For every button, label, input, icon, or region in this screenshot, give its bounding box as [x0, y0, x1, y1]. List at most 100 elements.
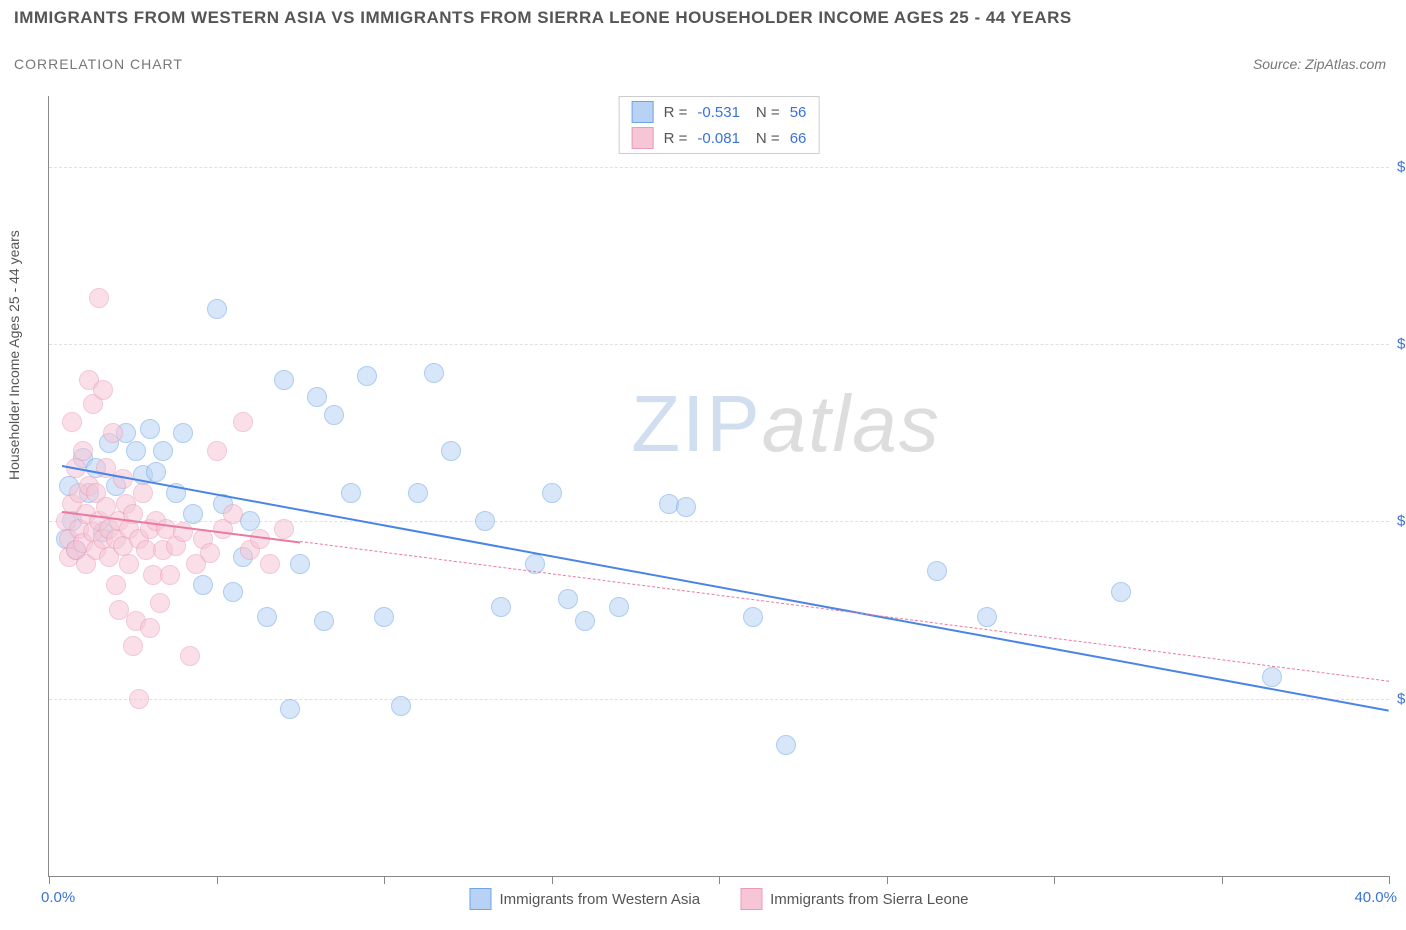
legend-r-value-1: -0.081 [697, 130, 740, 147]
data-point [280, 699, 300, 719]
source-attribution: Source: ZipAtlas.com [1253, 56, 1386, 72]
x-tick [1389, 876, 1390, 884]
legend-item-1: Immigrants from Sierra Leone [740, 888, 968, 910]
data-point [160, 565, 180, 585]
data-point [408, 483, 428, 503]
data-point [475, 511, 495, 531]
data-point [193, 575, 213, 595]
data-point [146, 462, 166, 482]
correlation-legend: R = -0.531 N = 56 R = -0.081 N = 66 [619, 96, 820, 154]
data-point [207, 441, 227, 461]
data-point [119, 554, 139, 574]
legend-series-name-1: Immigrants from Sierra Leone [770, 891, 968, 908]
data-point [314, 611, 334, 631]
chart-title: IMMIGRANTS FROM WESTERN ASIA VS IMMIGRAN… [14, 8, 1072, 28]
data-point [103, 423, 123, 443]
legend-series-name-0: Immigrants from Western Asia [499, 891, 700, 908]
data-point [207, 299, 227, 319]
data-point [558, 589, 578, 609]
y-axis-label: $150,000 [1397, 336, 1406, 353]
data-point [441, 441, 461, 461]
x-tick [1222, 876, 1223, 884]
legend-r-value-0: -0.531 [697, 104, 740, 121]
data-point [62, 412, 82, 432]
data-point [73, 441, 93, 461]
x-tick [49, 876, 50, 884]
data-point [129, 689, 149, 709]
x-tick [552, 876, 553, 884]
y-axis-label: $50,000 [1397, 690, 1406, 707]
data-point [374, 607, 394, 627]
trend-line [300, 541, 1389, 682]
data-point [743, 607, 763, 627]
legend-n-value-0: 56 [790, 104, 807, 121]
chart-subtitle: CORRELATION CHART [14, 56, 183, 72]
data-point [927, 561, 947, 581]
legend-row-series-1: R = -0.081 N = 66 [620, 125, 819, 151]
data-point [341, 483, 361, 503]
data-point [260, 554, 280, 574]
data-point [575, 611, 595, 631]
data-point [123, 636, 143, 656]
data-point [542, 483, 562, 503]
legend-bottom-swatch-1 [740, 888, 762, 910]
legend-item-0: Immigrants from Western Asia [469, 888, 700, 910]
x-tick [887, 876, 888, 884]
gridline [49, 167, 1389, 168]
legend-r-label-1: R = [664, 130, 688, 147]
data-point [153, 441, 173, 461]
data-point [776, 735, 796, 755]
x-tick [719, 876, 720, 884]
data-point [93, 380, 113, 400]
y-axis-title: Householder Income Ages 25 - 44 years [6, 230, 22, 480]
legend-n-value-1: 66 [790, 130, 807, 147]
data-point [106, 575, 126, 595]
series-legend: Immigrants from Western Asia Immigrants … [469, 888, 968, 910]
data-point [1111, 582, 1131, 602]
gridline [49, 699, 1389, 700]
data-point [126, 441, 146, 461]
data-point [180, 646, 200, 666]
legend-swatch-0 [632, 101, 654, 123]
data-point [676, 497, 696, 517]
data-point [609, 597, 629, 617]
data-point [290, 554, 310, 574]
data-point [491, 597, 511, 617]
data-point [257, 607, 277, 627]
legend-swatch-1 [632, 127, 654, 149]
source-label: Source: [1253, 56, 1301, 72]
data-point [200, 543, 220, 563]
data-point [173, 423, 193, 443]
data-point [133, 483, 153, 503]
y-axis-label: $100,000 [1397, 513, 1406, 530]
x-axis-min-label: 0.0% [41, 889, 75, 906]
plot-area: ZIPatlas R = -0.531 N = 56 R = -0.081 N … [48, 96, 1389, 877]
gridline [49, 344, 1389, 345]
data-point [324, 405, 344, 425]
data-point [977, 607, 997, 627]
data-point [223, 504, 243, 524]
trend-line [62, 465, 1389, 712]
data-point [150, 593, 170, 613]
source-value: ZipAtlas.com [1305, 56, 1386, 72]
data-point [357, 366, 377, 386]
y-axis-label: $200,000 [1397, 158, 1406, 175]
data-point [307, 387, 327, 407]
data-point [140, 419, 160, 439]
data-point [89, 288, 109, 308]
data-point [233, 412, 253, 432]
watermark: ZIPatlas [631, 378, 940, 470]
data-point [391, 696, 411, 716]
legend-n-label-1: N = [756, 130, 780, 147]
legend-row-series-0: R = -0.531 N = 56 [620, 99, 819, 125]
data-point [424, 363, 444, 383]
data-point [223, 582, 243, 602]
x-tick [1054, 876, 1055, 884]
legend-r-label-0: R = [664, 104, 688, 121]
legend-bottom-swatch-0 [469, 888, 491, 910]
data-point [1262, 667, 1282, 687]
x-tick [217, 876, 218, 884]
data-point [140, 618, 160, 638]
legend-n-label-0: N = [756, 104, 780, 121]
watermark-zip: ZIP [631, 379, 761, 468]
